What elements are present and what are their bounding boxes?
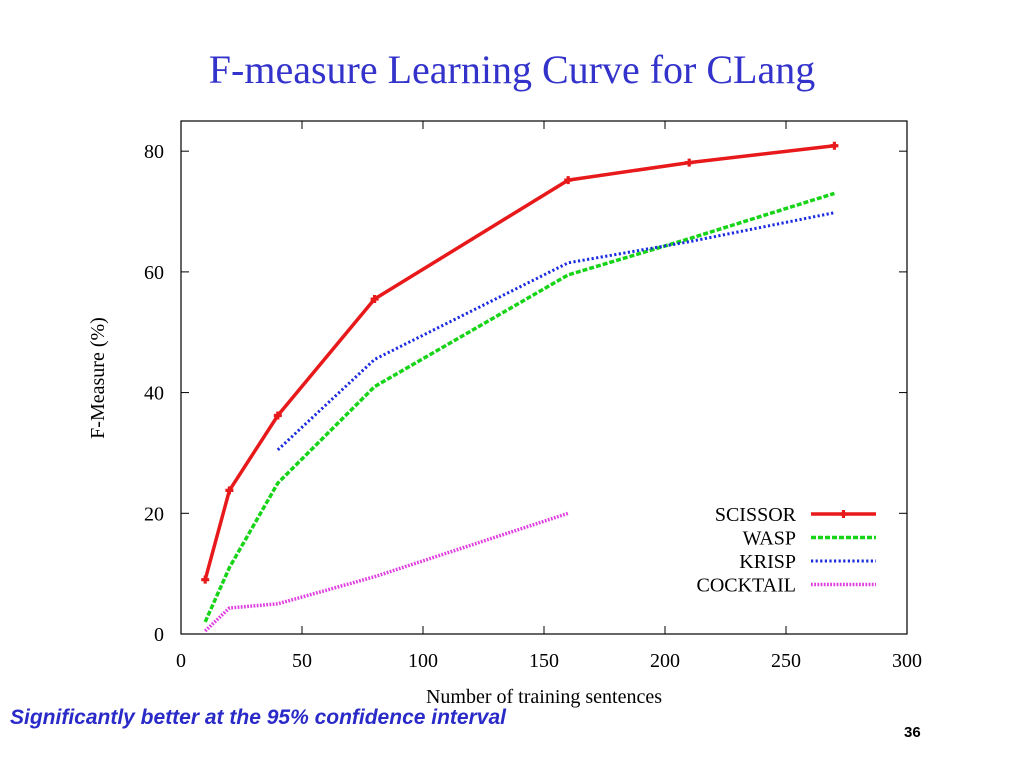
legend-marker-scissor [839, 510, 848, 518]
y-tick-label: 80 [144, 141, 164, 163]
y-tick-label: 20 [144, 503, 164, 525]
x-tick-label: 150 [529, 650, 559, 672]
data-point-scissor [564, 176, 573, 185]
y-tick-label: 0 [154, 624, 164, 646]
axis-ticks: 0 50 100 150 200 250 300 0 20 40 60 80 [144, 121, 922, 672]
x-tick-label: 200 [650, 650, 680, 672]
y-axis-label: F-Measure (%) [87, 317, 109, 439]
slide-title: F-measure Learning Curve for CLang [208, 47, 816, 92]
x-tick-label: 100 [408, 650, 438, 672]
x-tick-label: 0 [176, 650, 186, 672]
x-tick-label: 50 [292, 650, 312, 672]
legend-label-cocktail: COCKTAIL [696, 575, 796, 597]
y-tick-label: 60 [144, 262, 164, 284]
x-tick-label: 300 [892, 650, 922, 672]
data-point-scissor [225, 486, 234, 495]
y-tick-label: 40 [144, 383, 164, 405]
data-point-scissor [370, 295, 379, 304]
x-axis-label: Number of training sentences [426, 686, 662, 708]
series-line-wasp [203, 191, 835, 623]
page-number: 36 [904, 724, 921, 741]
data-point-scissor [685, 158, 694, 167]
x-tick-label: 250 [771, 650, 801, 672]
data-point-scissor [201, 575, 210, 584]
legend-label-krisp: KRISP [739, 551, 796, 573]
plot-frame [180, 120, 908, 635]
data-point-scissor [273, 411, 282, 420]
series-line-krisp [276, 211, 835, 451]
data-point-scissor [830, 141, 839, 150]
footer-note: Significantly better at the 95% confiden… [10, 706, 506, 729]
series-group [201, 141, 839, 633]
legend-label-wasp: WASP [743, 528, 796, 550]
series-line-cocktail [203, 511, 569, 633]
legend-label-scissor: SCISSOR [715, 504, 797, 526]
